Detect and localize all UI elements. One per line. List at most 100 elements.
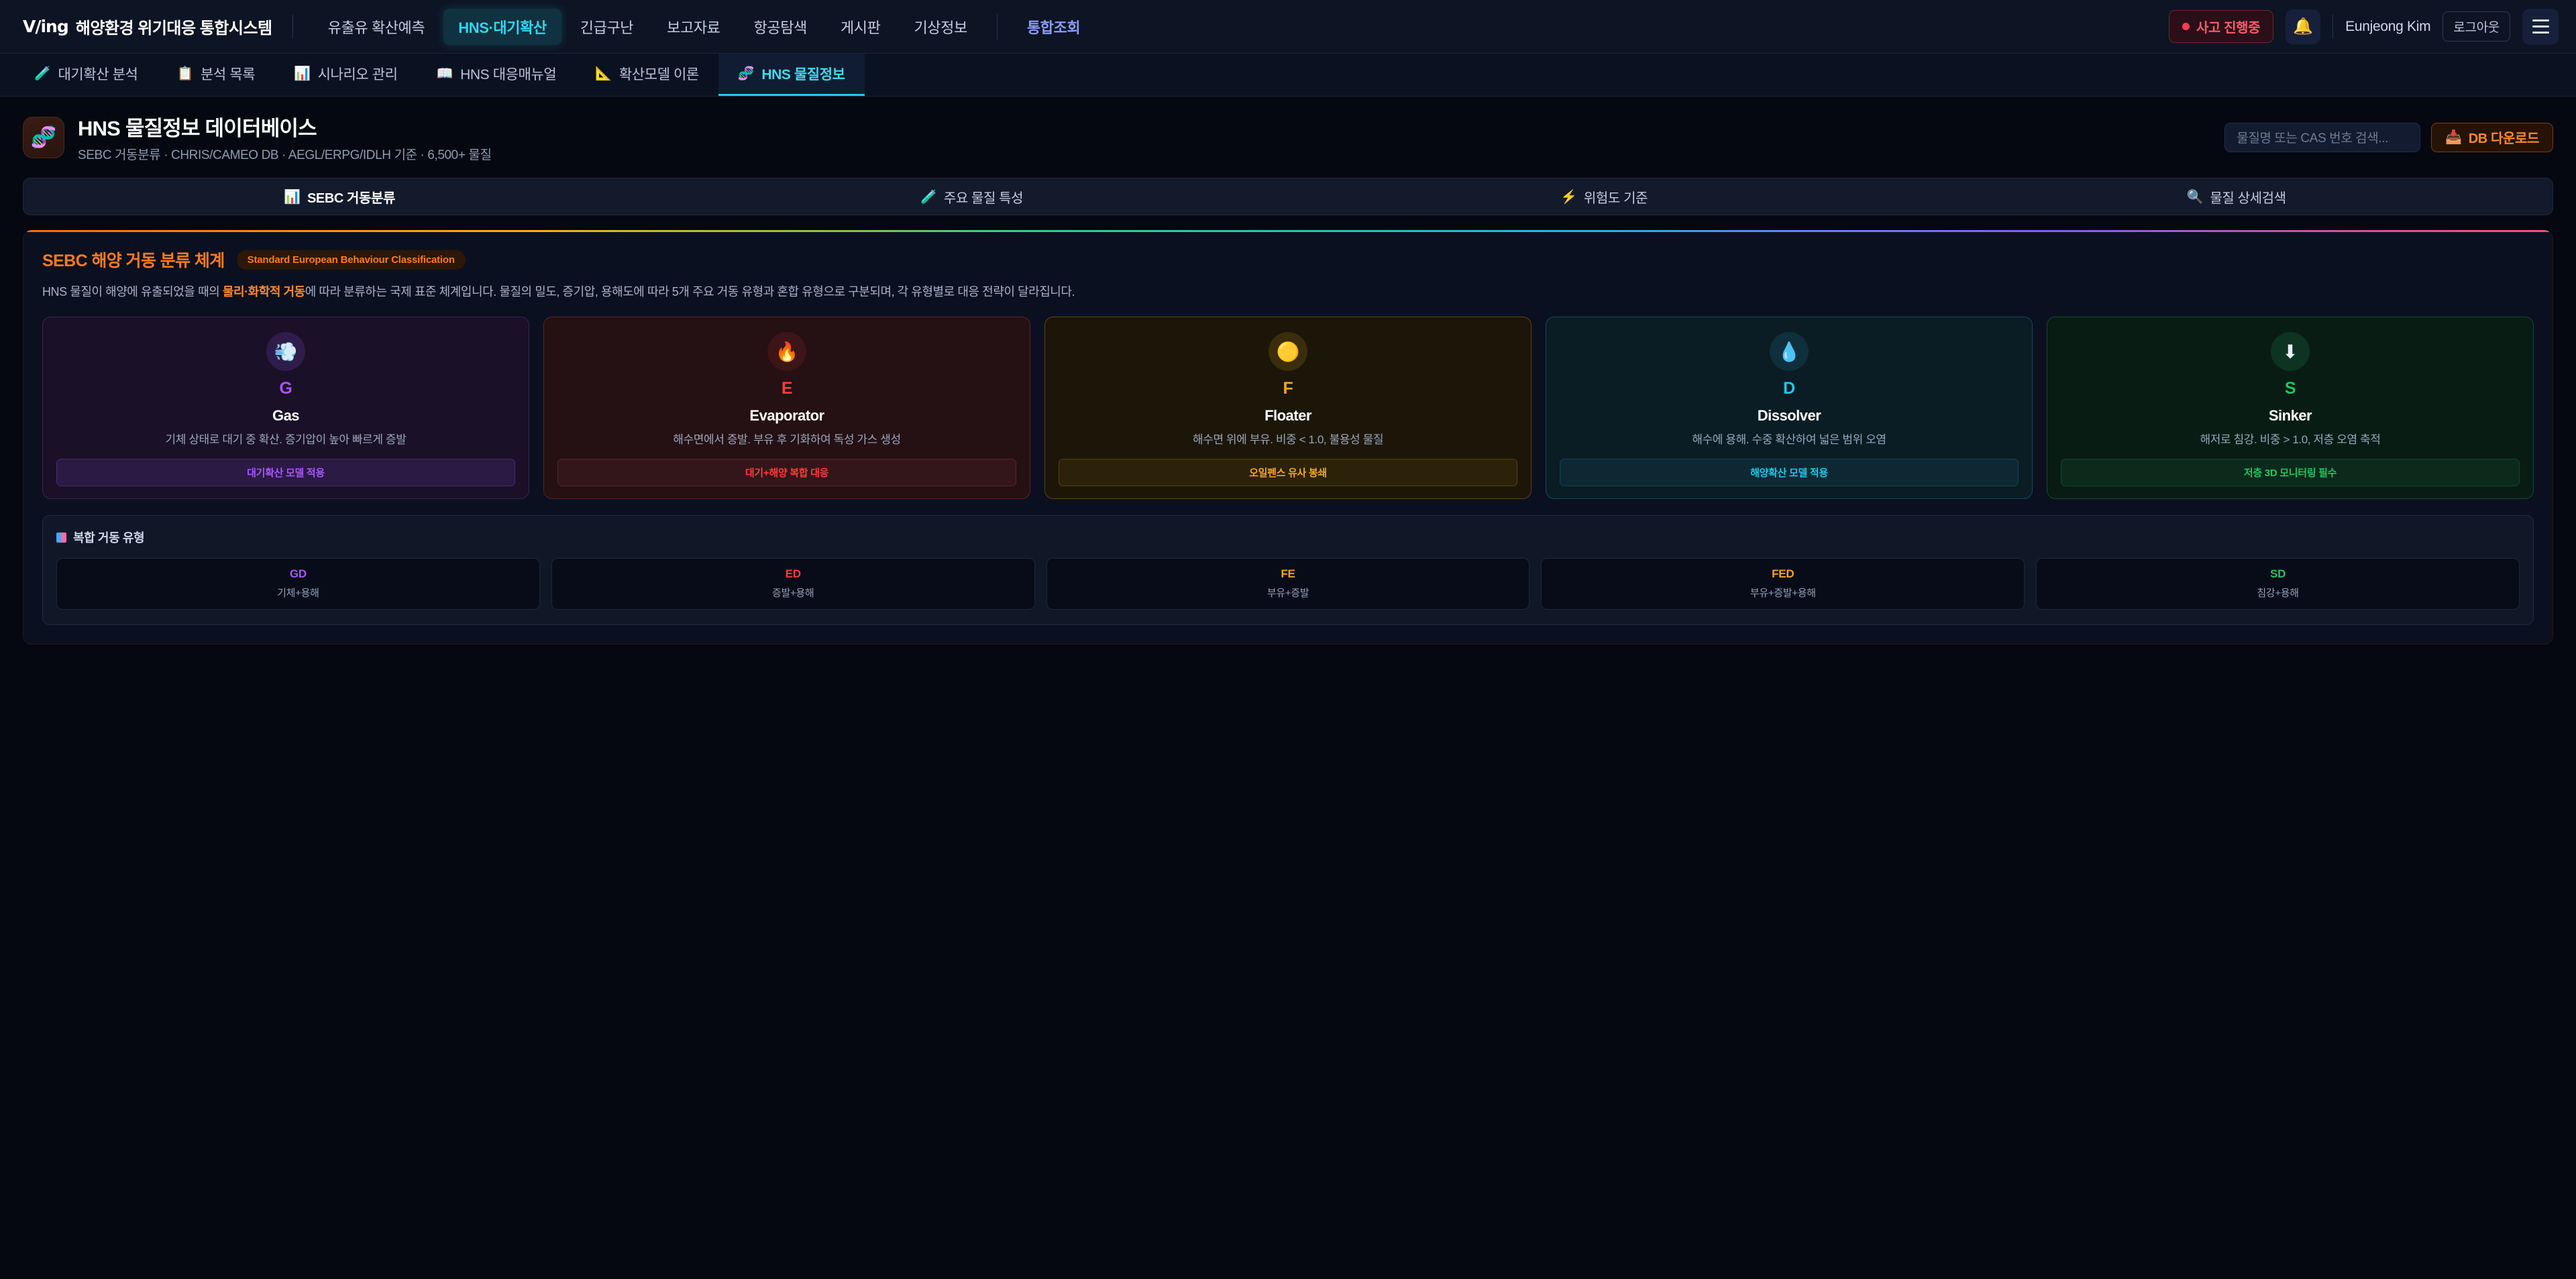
combo-card-fe[interactable]: FE 부유+증발 (1046, 558, 1530, 610)
subnav-label-dispersion-analysis: 대기확산 분석 (58, 67, 138, 82)
tab-label-sebc-classification: SEBC 거동분류 (307, 190, 396, 206)
tab-substance-properties[interactable]: 🧪 주요 물질 특성 (656, 178, 1289, 215)
behavior-card-evaporator[interactable]: 🔥 E Evaporator 해수면에서 증발. 부유 후 기화하여 독성 가스… (543, 317, 1030, 500)
subnav-item-dispersion-analysis[interactable]: 🧪 대기확산 분석 (15, 54, 157, 96)
behavior-card-dissolver[interactable]: 💧 D Dissolver 해수에 용해. 수중 확산하여 넓은 범위 오염 해… (1546, 317, 2033, 500)
sebc-panel: SEBC 해양 거동 분류 체계 Standard European Behav… (23, 230, 2553, 645)
behavior-name-gas: Gas (272, 407, 300, 424)
behavior-code-d: D (1783, 379, 1795, 398)
subnav-label-hns-substance-info: HNS 물질정보 (761, 67, 845, 82)
behavior-desc-evaporator: 해수면에서 증발. 부유 후 기화하여 독성 가스 생성 (673, 433, 901, 446)
behavior-tag-sinker: 저층 3D 모니터링 필수 (2061, 459, 2520, 487)
combo-code-ed: ED (785, 567, 801, 581)
search-placeholder-text: 물질명 또는 CAS 번호 검색... (2237, 131, 2388, 146)
top-nav-right-group: 사고 진행중 🔔 Eunjeong Kim 로그아웃 (2168, 8, 2559, 45)
combo-desc-ed: 증발+용해 (771, 588, 814, 600)
page-title: HNS 물질정보 데이터베이스 (78, 117, 317, 140)
notification-bell-icon[interactable]: 🔔 (2286, 9, 2321, 44)
nav-separator (996, 13, 998, 40)
behavior-name-dissolver: Dissolver (1757, 407, 1821, 424)
search-input[interactable]: 물질명 또는 CAS 번호 검색... (2224, 122, 2421, 152)
dna-icon: 🧬 (737, 66, 755, 81)
combo-card-sd[interactable]: SD 침강+용해 (2036, 558, 2520, 610)
nav-item-weather[interactable]: 기상정보 (914, 19, 967, 36)
subnav-label-analysis-list: 분석 목록 (201, 67, 256, 82)
sebc-desc-post: 에 따라 분류하는 국제 표준 체계입니다. 물질의 밀도, 증기압, 용해도에… (305, 285, 1075, 298)
combo-code-gd: GD (289, 567, 307, 581)
sebc-panel-header: SEBC 해양 거동 분류 체계 Standard European Behav… (42, 247, 2534, 272)
nav-item-aerial-search[interactable]: 항공탐색 (753, 19, 808, 36)
subnav-item-hns-manual[interactable]: 📖 HNS 대응매뉴얼 (417, 54, 576, 96)
tab-substance-detail-search[interactable]: 🔍 물질 상세검색 (1921, 178, 2553, 215)
combo-desc-sd: 침강+용해 (2257, 588, 2299, 600)
status-badge-incident[interactable]: 사고 진행중 (2168, 10, 2274, 43)
nav-item-hns-atmospheric[interactable]: HNS·대기확산 (443, 8, 561, 45)
hamburger-menu-icon[interactable] (2522, 8, 2559, 45)
down-arrow-icon: ⬇ (2271, 332, 2310, 371)
test-tube-icon: 🧪 (34, 66, 51, 81)
tab-test-tube-icon: 🧪 (920, 189, 937, 205)
page-subtitle: SEBC 거동분류 · CHRIS/CAMEO DB · AEGL/ERPG/I… (78, 148, 492, 162)
behavior-code-s: S (2284, 379, 2296, 398)
combo-card-gd[interactable]: GD 기체+용해 (56, 558, 540, 610)
behavior-tag-floater: 오일펜스 유사 봉쇄 (1059, 459, 1517, 487)
behavior-card-sinker[interactable]: ⬇ S Sinker 해저로 침강. 비중 > 1.0, 저층 오염 축적 저층… (2047, 317, 2534, 500)
behavior-name-floater: Floater (1265, 407, 1311, 424)
behavior-tag-dissolver: 해양확산 모델 적용 (1560, 459, 2019, 487)
subnav-item-analysis-list[interactable]: 📋 분석 목록 (157, 54, 274, 96)
tab-hazard-criteria[interactable]: ⚡ 위험도 기준 (1288, 178, 1921, 215)
brand-mark-icon: V/ing (23, 17, 69, 36)
subnav-item-dispersion-theory[interactable]: 📐 확산모델 이론 (576, 54, 718, 96)
behavior-desc-floater: 해수면 위에 부유. 비중 < 1.0, 불용성 물질 (1192, 433, 1384, 446)
behavior-desc-gas: 기체 상태로 대기 중 확산. 증기압이 높아 빠르게 증발 (165, 433, 407, 446)
nav-item-reports[interactable]: 보고자료 (667, 19, 720, 36)
water-droplet-icon: 💧 (1770, 332, 1809, 371)
nav-item-oil-spill[interactable]: 유출유 확산예측 (327, 19, 425, 36)
combo-card-ed[interactable]: ED 증발+용해 (551, 558, 1035, 610)
gas-cloud-icon: 💨 (266, 332, 305, 371)
tab-lightning-icon: ⚡ (1560, 189, 1577, 205)
user-separator (2332, 14, 2334, 39)
brand-title: 해양환경 위기대응 통합시스템 (75, 19, 272, 38)
brand-logo[interactable]: V/ing 해양환경 위기대응 통합시스템 (23, 15, 272, 38)
page-header-actions: 물질명 또는 CAS 번호 검색... 📥 DB 다운로드 (2224, 122, 2553, 152)
nav-item-integrated-search[interactable]: 통합조회 (1026, 19, 1081, 36)
behavior-card-gas[interactable]: 💨 G Gas 기체 상태로 대기 중 확산. 증기압이 높아 빠르게 증발 대… (42, 317, 529, 500)
page-header: 🧬 HNS 물질정보 데이터베이스 SEBC 거동분류 · CHRIS/CAME… (0, 97, 2576, 175)
subnav-label-hns-manual: HNS 대응매뉴얼 (460, 67, 557, 82)
behavior-code-f: F (1283, 379, 1293, 398)
sebc-panel-description: HNS 물질이 해양에 유출되었을 때의 물리·화학적 거동에 따라 분류하는 … (42, 282, 2534, 300)
subnav-item-hns-substance-info[interactable]: 🧬 HNS 물질정보 (718, 54, 865, 96)
subnav-item-scenario-management[interactable]: 📊 시나리오 관리 (274, 54, 417, 96)
db-download-button[interactable]: 📥 DB 다운로드 (2431, 122, 2553, 152)
yellow-circle-icon: 🟡 (1269, 332, 1307, 371)
behavior-code-g: G (279, 379, 292, 398)
flame-icon: 🔥 (767, 332, 806, 371)
tab-label-hazard-criteria: 위험도 기준 (1583, 190, 1648, 206)
combined-behavior-title: 복합 거동 유형 (73, 531, 145, 545)
nav-item-emergency-rescue[interactable]: 긴급구난 (580, 19, 634, 36)
behavior-name-sinker: Sinker (2268, 407, 2312, 424)
logout-button[interactable]: 로그아웃 (2443, 11, 2510, 42)
tab-sebc-classification[interactable]: 📊 SEBC 거동분류 (23, 178, 656, 215)
combo-desc-gd: 기체+용해 (277, 588, 319, 600)
behavior-tag-gas: 대기확산 모델 적용 (56, 459, 515, 487)
combined-behavior-grid: GD 기체+용해 ED 증발+용해 FE 부유+증발 FED 부유+증발+용해 … (56, 558, 2520, 610)
combo-card-fed[interactable]: FED 부유+증발+용해 (1541, 558, 2025, 610)
incident-badge-label: 사고 진행중 (2196, 21, 2261, 36)
clipboard-icon: 📋 (176, 66, 193, 81)
sebc-desc-pre: HNS 물질이 해양에 유출되었을 때의 (42, 285, 223, 298)
db-download-label: DB 다운로드 (2468, 131, 2540, 146)
behavior-name-evaporator: Evaporator (749, 407, 824, 424)
section-tab-bar: 📊 SEBC 거동분류 🧪 주요 물질 특성 ⚡ 위험도 기준 🔍 물질 상세검… (23, 178, 2553, 215)
nav-divider (292, 14, 293, 39)
book-icon: 📖 (436, 66, 453, 81)
behavior-card-floater[interactable]: 🟡 F Floater 해수면 위에 부유. 비중 < 1.0, 불용성 물질 … (1044, 317, 1532, 500)
subnav-label-dispersion-theory: 확산모델 이론 (619, 67, 699, 82)
download-icon: 📥 (2445, 130, 2462, 145)
incident-dot-icon (2182, 23, 2190, 30)
page-header-text-group: HNS 물질정보 데이터베이스 SEBC 거동분류 · CHRIS/CAMEO … (78, 111, 492, 163)
username-label: Eunjeong Kim (2345, 18, 2431, 34)
nav-item-board[interactable]: 게시판 (840, 19, 881, 36)
tab-magnifier-icon: 🔍 (2186, 189, 2204, 205)
